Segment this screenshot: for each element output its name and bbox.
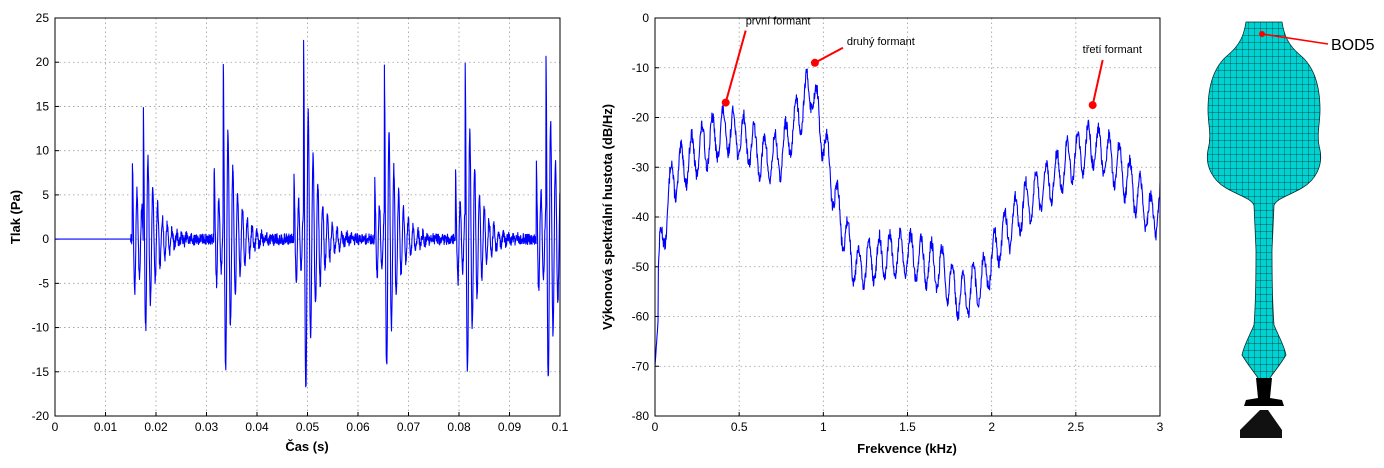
formant-label: první formant — [746, 16, 811, 28]
x-tick-label: 0.09 — [498, 420, 522, 434]
vocal-tract-model: BOD5 — [1206, 21, 1375, 438]
pressure-series-line — [54, 39, 561, 388]
y-tick-label: 25 — [36, 11, 50, 25]
x-tick-label: 1.5 — [899, 420, 916, 434]
y-tick-label: -20 — [632, 111, 650, 125]
y-tick-label: -20 — [32, 409, 50, 423]
y-tick-label: -40 — [632, 210, 650, 224]
pressure-time-chart: 0 0.01 0.02 0.03 0.04 0.05 0.06 0.07 0.08 0.09 0.1… — [8, 11, 569, 454]
formant-arrow — [724, 30, 747, 103]
formant-marker — [721, 98, 730, 107]
spectrum-gridlines — [654, 17, 1161, 417]
formant-marker — [810, 58, 819, 67]
y-tick-label: -10 — [32, 321, 50, 335]
y-tick-label: 10 — [36, 144, 50, 158]
spectrum-x-tick-labels: 0 0.5 1 1.5 2 2.5 3 — [652, 420, 1164, 434]
x-tick-label: 0.02 — [144, 420, 168, 434]
formant-marker — [1088, 101, 1097, 110]
x-tick-label: 0.1 — [552, 420, 569, 434]
vocal-tract-mesh — [1206, 21, 1322, 381]
bod5-leader-line — [1261, 33, 1329, 45]
x-tick-label: 1 — [820, 420, 827, 434]
pressure-plot-frame — [54, 17, 561, 417]
pressure-gridlines — [54, 17, 561, 417]
bod5-label: BOD5 — [1331, 37, 1375, 54]
y-tick-label: 0 — [42, 232, 49, 246]
x-tick-label: 0.5 — [731, 420, 748, 434]
y-tick-label: -60 — [632, 310, 650, 324]
y-tick-label: 15 — [36, 99, 50, 113]
y-tick-label: -30 — [632, 160, 650, 174]
x-tick-label: 0.06 — [346, 420, 370, 434]
pressure-x-axis-label: Čas (s) — [285, 439, 328, 454]
spectrum-series-line — [654, 68, 1161, 367]
formant-arrow — [1091, 59, 1104, 106]
x-tick-label: 0.03 — [195, 420, 219, 434]
y-tick-label: -50 — [632, 260, 650, 274]
x-tick-label: 2.5 — [1067, 420, 1084, 434]
x-tick-label: 0.07 — [397, 420, 421, 434]
formant-annotations: první formant druhý formant třetí formant — [721, 16, 1142, 110]
formant-label: druhý formant — [847, 36, 915, 48]
y-tick-label: -10 — [632, 61, 650, 75]
x-tick-label: 0.08 — [447, 420, 471, 434]
x-tick-label: 0 — [52, 420, 59, 434]
y-tick-label: 20 — [36, 55, 50, 69]
spectrum-chart: 0 0.5 1 1.5 2 2.5 3 0-10-20-30-40-50-60-70-80 … — [600, 11, 1164, 456]
y-tick-label: -5 — [38, 276, 49, 290]
x-tick-label: 2 — [988, 420, 995, 434]
pressure-y-tick-labels: 25 20 15 10 5 0 -5 -10 -15 -20 — [32, 11, 50, 423]
x-tick-label: 0.04 — [245, 420, 269, 434]
pressure-y-axis-label: Tlak (Pa) — [8, 190, 23, 244]
x-tick-label: 0 — [652, 420, 659, 434]
spectrum-y-tick-labels: 0 -10 -20 -30 -40 -50 -60 -70 -80 — [632, 11, 650, 423]
y-tick-label: 0 — [642, 11, 649, 25]
x-tick-label: 0.01 — [94, 420, 118, 434]
spectrum-x-axis-label: Frekvence (kHz) — [857, 441, 957, 456]
y-tick-label: 5 — [42, 188, 49, 202]
y-tick-label: -70 — [632, 359, 650, 373]
formant-label: třetí formant — [1083, 44, 1142, 56]
spectrum-y-axis-label: Výkonová spektrální hustota (dB/Hz) — [600, 104, 615, 330]
x-tick-label: 3 — [1157, 420, 1164, 434]
y-tick-label: -15 — [32, 365, 50, 379]
spectrum-plot-frame — [654, 17, 1161, 417]
glottis-base — [1240, 410, 1282, 438]
glottis-block — [1244, 378, 1284, 406]
bod5-marker — [1259, 31, 1265, 37]
pressure-x-tick-labels: 0 0.01 0.02 0.03 0.04 0.05 0.06 0.07 0.08 0.09 0.1 — [52, 420, 569, 434]
formant-arrow — [814, 46, 844, 64]
y-tick-label: -80 — [632, 409, 650, 423]
x-tick-label: 0.05 — [296, 420, 320, 434]
